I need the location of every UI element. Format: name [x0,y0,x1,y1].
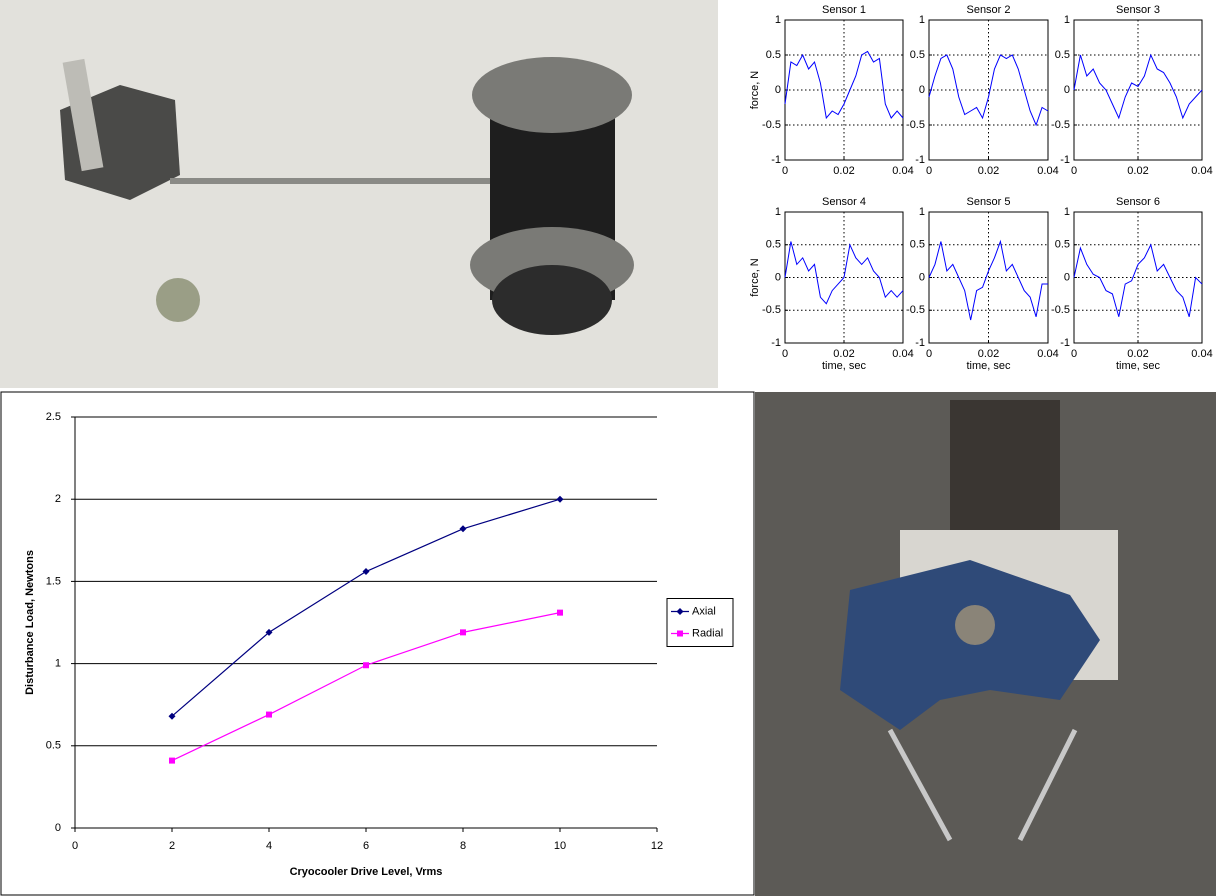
x-tick-label: 4 [266,840,272,852]
data-point [460,525,467,532]
photo-test-rig [755,392,1216,896]
y-tick-label: -1 [915,337,925,349]
y-tick-label: -0.5 [762,119,781,131]
y-tick-label: -1 [1060,337,1070,349]
y-tick-label: -0.5 [1051,304,1070,316]
x-axis-label: time, sec [1116,360,1161,372]
y-tick-label: -0.5 [906,119,925,131]
x-tick-label: 0.02 [978,348,999,360]
y-tick-label: 0.5 [910,239,925,251]
x-tick-label: 8 [460,840,466,852]
y-tick-label: -0.5 [762,304,781,316]
series-line [172,613,560,761]
data-point [460,629,466,635]
y-axis-label: force, N [749,258,761,297]
x-tick-label: 0.04 [1037,348,1058,360]
legend-label: Radial [692,627,723,639]
photo-cryocooler [0,0,718,388]
x-tick-label: 10 [554,840,566,852]
x-tick-label: 0 [72,840,78,852]
x-tick-label: 0 [782,165,788,177]
y-axis-label: force, N [749,71,761,110]
x-axis-label: time, sec [966,360,1011,372]
x-tick-label: 0.04 [892,165,913,177]
x-tick-label: 0 [782,348,788,360]
y-tick-label: 0.5 [766,49,781,61]
legend-label: Axial [692,605,716,617]
y-tick-label: 1 [1064,206,1070,218]
y-tick-label: 2.5 [46,411,61,423]
legend-marker [677,631,683,637]
y-tick-label: 1 [55,658,61,670]
x-tick-label: 0.02 [978,165,999,177]
x-tick-label: 0.02 [1127,348,1148,360]
y-tick-label: 0 [55,822,61,834]
chart-border [1,392,754,895]
y-tick-label: 0 [919,84,925,96]
y-tick-label: -1 [771,337,781,349]
x-tick-label: 0.04 [1191,348,1212,360]
x-tick-label: 0.02 [833,348,854,360]
data-point [363,662,369,668]
chart-title: Sensor 3 [1116,4,1160,16]
x-tick-label: 0.04 [892,348,913,360]
y-tick-label: -1 [771,154,781,166]
y-tick-label: 0.5 [1055,49,1070,61]
data-point [557,610,563,616]
y-tick-label: 1.5 [46,575,61,587]
data-point [169,758,175,764]
y-tick-label: 2 [55,493,61,505]
x-tick-label: 2 [169,840,175,852]
y-tick-label: -0.5 [906,304,925,316]
y-tick-label: 0.5 [766,239,781,251]
figure: 00.511.522.5024681012Cryocooler Drive Le… [0,0,1216,896]
x-tick-label: 0 [926,348,932,360]
x-tick-label: 0 [1071,348,1077,360]
y-tick-label: -1 [915,154,925,166]
y-tick-label: 0 [775,271,781,283]
series-line [172,499,560,716]
data-point [363,568,370,575]
chart-title: Sensor 5 [966,196,1010,208]
x-tick-label: 0.02 [833,165,854,177]
y-tick-label: 0.5 [1055,239,1070,251]
chart-title: Sensor 6 [1116,196,1160,208]
y-tick-label: 0 [775,84,781,96]
y-tick-label: 1 [919,14,925,26]
y-axis-label: Disturbance Load, Newtons [24,550,36,695]
x-tick-label: 0 [1071,165,1077,177]
x-tick-label: 12 [651,840,663,852]
chart-title: Sensor 4 [822,196,866,208]
y-tick-label: 0 [1064,271,1070,283]
x-tick-label: 0 [926,165,932,177]
x-tick-label: 0.04 [1191,165,1212,177]
x-tick-label: 6 [363,840,369,852]
x-tick-label: 0.02 [1127,165,1148,177]
y-tick-label: 1 [919,206,925,218]
chart-title: Sensor 1 [822,4,866,16]
y-tick-label: 0 [1064,84,1070,96]
y-tick-label: 1 [1064,14,1070,26]
y-tick-label: 0.5 [910,49,925,61]
chart-title: Sensor 2 [966,4,1010,16]
x-axis-label: Cryocooler Drive Level, Vrms [290,866,443,878]
data-point [557,496,564,503]
data-point [266,712,272,718]
y-tick-label: -1 [1060,154,1070,166]
y-tick-label: 1 [775,206,781,218]
y-tick-label: 0 [919,271,925,283]
y-tick-label: 1 [775,14,781,26]
x-tick-label: 0.04 [1037,165,1058,177]
x-axis-label: time, sec [822,360,867,372]
y-tick-label: -0.5 [1051,119,1070,131]
y-tick-label: 0.5 [46,740,61,752]
